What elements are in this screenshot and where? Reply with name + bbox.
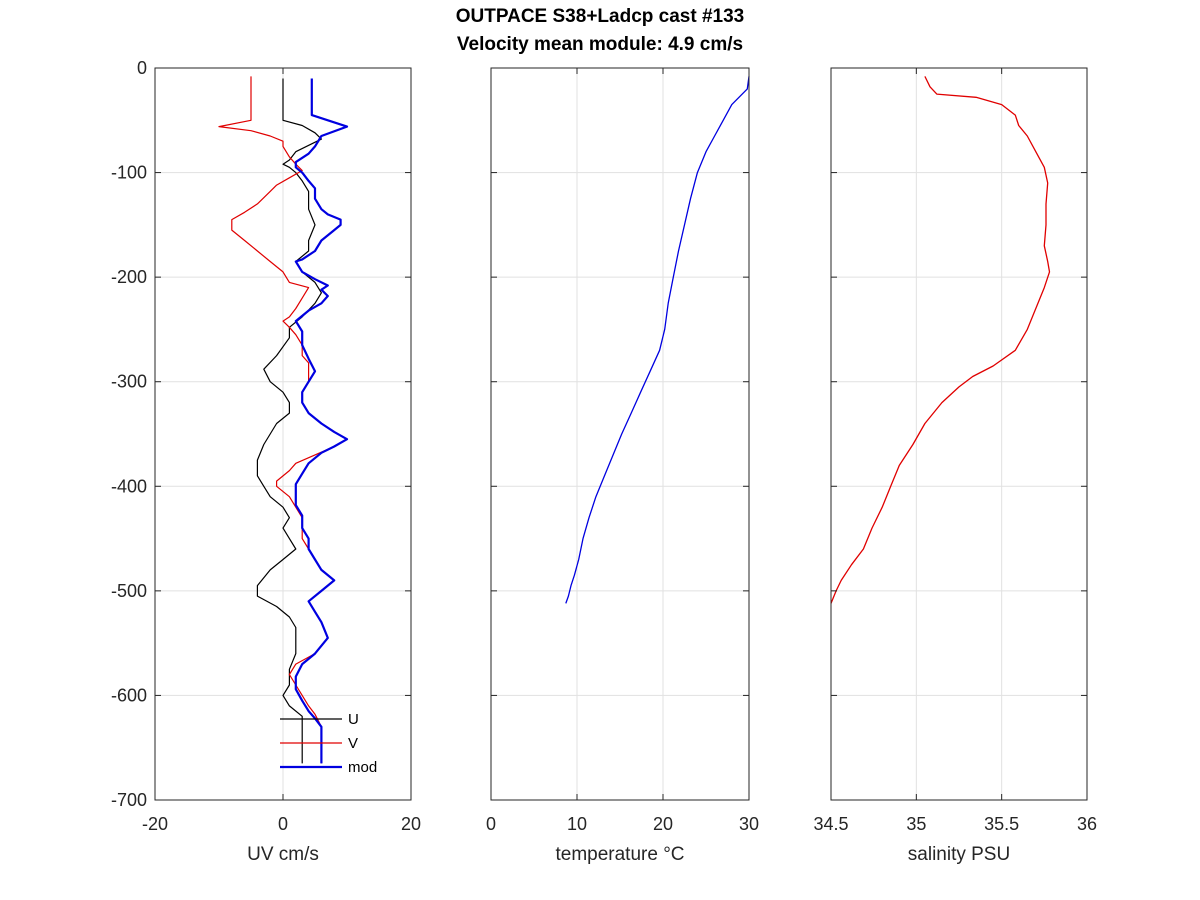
uv-ytick-label: -300 (111, 372, 147, 392)
salinity-series-line0 (830, 76, 1051, 604)
uv-ytick-label: -700 (111, 790, 147, 810)
temperature-xlabel: temperature °C (555, 844, 684, 865)
temperature-xtick-label: 10 (567, 814, 587, 834)
legend-label-mod: mod (348, 759, 377, 776)
uv-ytick-label: -100 (111, 163, 147, 183)
salinity-xtick-label: 34.5 (813, 814, 848, 834)
salinity-xtick-label: 35.5 (984, 814, 1019, 834)
figure-subtitle: Velocity mean module: 4.9 cm/s (456, 34, 744, 55)
legend-label-v: V (348, 735, 358, 752)
salinity-xlabel: salinity PSU (908, 844, 1010, 865)
figure-title: OUTPACE S38+Ladcp cast #133 (455, 6, 745, 27)
uv-xtick-label: 20 (401, 814, 421, 834)
uv-xtick-label: -20 (142, 814, 168, 834)
temperature-xtick-label: 20 (653, 814, 673, 834)
uv-xtick-label: 0 (278, 814, 288, 834)
temperature-xtick-label: 30 (739, 814, 759, 834)
temperature-axes-box (490, 67, 750, 801)
uv-series-mod (294, 78, 349, 764)
uv-series-u (256, 78, 322, 764)
salinity-axes-box (830, 67, 1088, 801)
uv-xlabel: UV cm/s (247, 844, 319, 865)
temperature-xtick-label: 0 (486, 814, 496, 834)
uv-ytick-label: 0 (137, 58, 147, 78)
temperature-panel: 0 10 20 30 temperature °C (486, 67, 759, 865)
temperature-series-line0 (565, 76, 750, 604)
uv-ytick-label: -600 (111, 685, 147, 705)
legend-label-u: U (348, 711, 359, 728)
uv-ytick-label: -500 (111, 581, 147, 601)
salinity-xtick-label: 36 (1077, 814, 1097, 834)
salinity-xtick-label: 35 (906, 814, 926, 834)
salinity-panel: 34.5 35 35.5 36 salinity PSU (813, 67, 1097, 865)
uv-ytick-label: -200 (111, 267, 147, 287)
uv-ytick-label: -400 (111, 476, 147, 496)
